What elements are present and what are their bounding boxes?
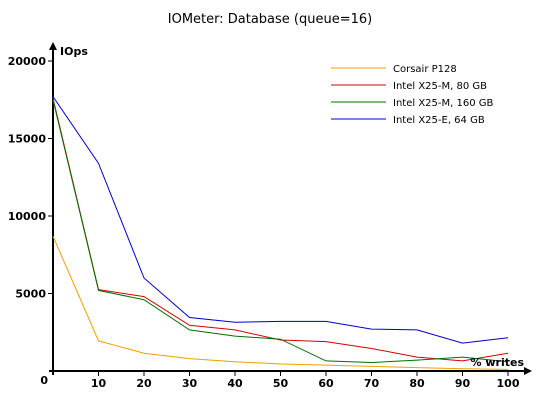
series-line-1 <box>52 236 509 370</box>
x-tick-label: 10 <box>91 377 107 390</box>
y-tick-label: 15000 <box>8 133 47 146</box>
x-tick-label: 80 <box>409 377 425 390</box>
x-tick-label: 100 <box>497 377 520 390</box>
y-tick-label: 0 <box>40 374 48 387</box>
series-layer <box>52 96 509 370</box>
x-tick-label: 70 <box>364 377 380 390</box>
y-axis-label: IOps <box>60 45 88 58</box>
y-tick-label: 10000 <box>8 210 47 223</box>
y-tick-label: 5000 <box>15 288 46 301</box>
y-axis-arrow <box>49 42 57 50</box>
series-line-4 <box>52 96 509 344</box>
legend-label: Corsair P128 <box>393 64 457 75</box>
legend-label: Intel X25-M, 160 GB <box>393 98 494 109</box>
chart-title: IOMeter: Database (queue=16) <box>168 12 372 27</box>
x-axis-label: % writes <box>471 356 525 369</box>
y-tick-label: 20000 <box>8 55 47 68</box>
legend-label: Intel X25-M, 80 GB <box>393 81 487 92</box>
x-tick-label: 90 <box>455 377 471 390</box>
x-tick-label: 40 <box>227 377 243 390</box>
series-line-2 <box>52 98 509 362</box>
x-tick-label: 60 <box>318 377 334 390</box>
series-line-3 <box>52 99 509 364</box>
x-axis-arrow <box>524 367 532 375</box>
axes: 0 5000 10000 15000 20000 10 20 30 40 50 60 70 80 90 10… <box>8 42 532 390</box>
x-tick-label: 50 <box>273 377 289 390</box>
x-tick-label: 20 <box>136 377 152 390</box>
x-tick-label: 30 <box>182 377 198 390</box>
legend: Corsair P128 Intel X25-M, 80 GB Intel X25-… <box>331 64 494 126</box>
legend-label: Intel X25-E, 64 GB <box>393 115 485 126</box>
